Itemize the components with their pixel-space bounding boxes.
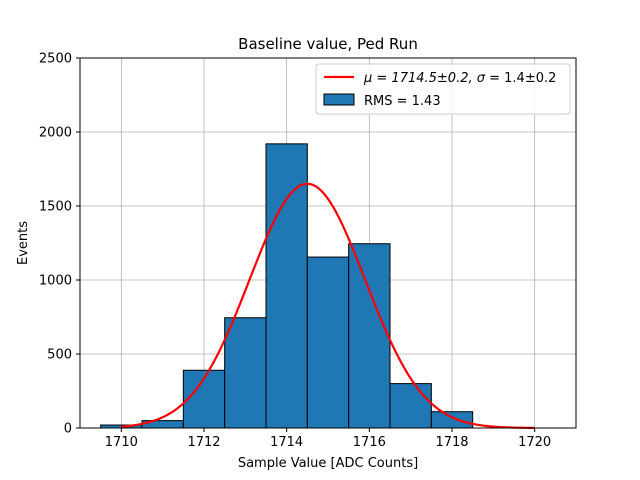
- y-tick-label: 0: [64, 422, 72, 437]
- legend-box: [315, 63, 571, 115]
- x-tick-label: 1718: [435, 435, 468, 450]
- histogram-bar: [265, 143, 308, 429]
- x-tick-label: 1714: [270, 435, 303, 450]
- y-tick-label: 500: [47, 348, 72, 363]
- histogram-bar: [224, 317, 267, 429]
- y-axis: 0 500 1000 1500 2000 2500: [39, 52, 80, 437]
- y-tick-label: 2500: [39, 52, 72, 67]
- histogram-bar: [348, 243, 391, 429]
- fit-curve: [121, 182, 535, 429]
- x-tick-label: 1716: [353, 435, 386, 450]
- legend-histogram-swatch: [323, 93, 355, 106]
- plot-frame: [79, 57, 577, 429]
- chart-title: Baseline value, Ped Run: [238, 35, 418, 53]
- x-tick-label: 1710: [105, 435, 138, 450]
- x-axis: 1710 1712 1714 1716 1718 1720: [105, 428, 551, 450]
- legend: μ = 1714.5±0.2, σ = 1.4±0.2 RMS = 1.43: [315, 63, 571, 115]
- y-tick-label: 1000: [39, 274, 72, 289]
- legend-histogram-label: RMS = 1.43: [364, 94, 441, 109]
- histogram-bar: [306, 256, 350, 429]
- histogram-bar: [430, 411, 474, 429]
- y-tick-label: 2000: [39, 126, 72, 141]
- x-tick-label: 1720: [518, 435, 551, 450]
- y-tick-label: 1500: [39, 200, 72, 215]
- histogram-bar: [389, 383, 432, 429]
- x-axis-title: Sample Value [ADC Counts]: [238, 456, 418, 471]
- x-tick-label: 1712: [187, 435, 220, 450]
- histogram-bars: [100, 143, 474, 429]
- legend-fit-label: μ = 1714.5±0.2, σ = 1.4±0.2: [363, 71, 556, 86]
- y-axis-title: Events: [16, 221, 31, 265]
